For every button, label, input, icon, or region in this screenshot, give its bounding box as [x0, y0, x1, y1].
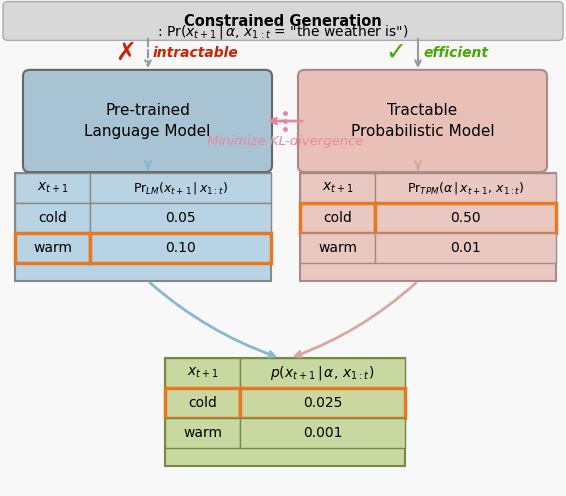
Bar — [90, 173, 271, 203]
Text: intractable: intractable — [153, 46, 239, 60]
Bar — [165, 418, 240, 448]
FancyBboxPatch shape — [298, 70, 547, 172]
Text: 0.001: 0.001 — [303, 426, 342, 440]
Text: warm: warm — [183, 426, 222, 440]
Text: $x_{t+1}$: $x_{t+1}$ — [321, 181, 353, 195]
Text: 0.10: 0.10 — [165, 241, 196, 255]
Text: Tractable
Probabilistic Model: Tractable Probabilistic Model — [351, 103, 494, 139]
Text: cold: cold — [38, 211, 67, 225]
Text: cold: cold — [188, 396, 217, 410]
Bar — [240, 388, 405, 418]
Text: $\mathrm{Pr}_{TPM}(\alpha\,|\,x_{t+1},\,x_{1:t})$: $\mathrm{Pr}_{TPM}(\alpha\,|\,x_{t+1},\,… — [407, 180, 524, 196]
Bar — [15, 203, 90, 233]
Bar — [165, 358, 405, 466]
Text: $p(x_{t+1}\,|\,\alpha,\,x_{1:t})$: $p(x_{t+1}\,|\,\alpha,\,x_{1:t})$ — [271, 364, 375, 382]
Text: warm: warm — [33, 241, 72, 255]
Bar — [300, 203, 375, 233]
Bar — [300, 233, 375, 263]
Text: efficient: efficient — [423, 46, 488, 60]
Bar — [300, 173, 556, 281]
Text: ✗: ✗ — [115, 41, 136, 65]
Text: 0.50: 0.50 — [450, 211, 481, 225]
Text: $x_{t+1}$: $x_{t+1}$ — [187, 366, 218, 380]
Bar — [90, 203, 271, 233]
Text: 0.025: 0.025 — [303, 396, 342, 410]
Bar — [375, 233, 556, 263]
Bar — [165, 358, 240, 388]
Text: 0.05: 0.05 — [165, 211, 196, 225]
Text: Minimize KL-divergence: Minimize KL-divergence — [207, 134, 363, 147]
Bar — [375, 173, 556, 203]
Text: cold: cold — [323, 211, 352, 225]
Bar — [15, 173, 90, 203]
Bar — [165, 388, 240, 418]
Bar — [240, 358, 405, 388]
Bar — [300, 173, 375, 203]
Text: $x_{t+1}$: $x_{t+1}$ — [37, 181, 68, 195]
Bar — [240, 418, 405, 448]
Bar — [90, 233, 271, 263]
Text: 0.01: 0.01 — [450, 241, 481, 255]
Text: warm: warm — [318, 241, 357, 255]
Text: $\mathrm{Pr}_{LM}(x_{t+1}\,|\,x_{1:t})$: $\mathrm{Pr}_{LM}(x_{t+1}\,|\,x_{1:t})$ — [133, 180, 228, 196]
Text: Pre-trained
Language Model: Pre-trained Language Model — [84, 103, 211, 139]
Bar — [375, 203, 556, 233]
Text: Constrained Generation: Constrained Generation — [184, 13, 382, 28]
Bar — [15, 233, 90, 263]
Text: ✓: ✓ — [385, 41, 406, 65]
FancyBboxPatch shape — [3, 1, 563, 40]
Text: : $\mathrm{Pr}(x_{t+1}\,|\,\alpha,\,x_{1:t}$ = "the weather is"): : $\mathrm{Pr}(x_{t+1}\,|\,\alpha,\,x_{1… — [157, 23, 409, 41]
FancyBboxPatch shape — [23, 70, 272, 172]
Bar — [15, 173, 271, 281]
